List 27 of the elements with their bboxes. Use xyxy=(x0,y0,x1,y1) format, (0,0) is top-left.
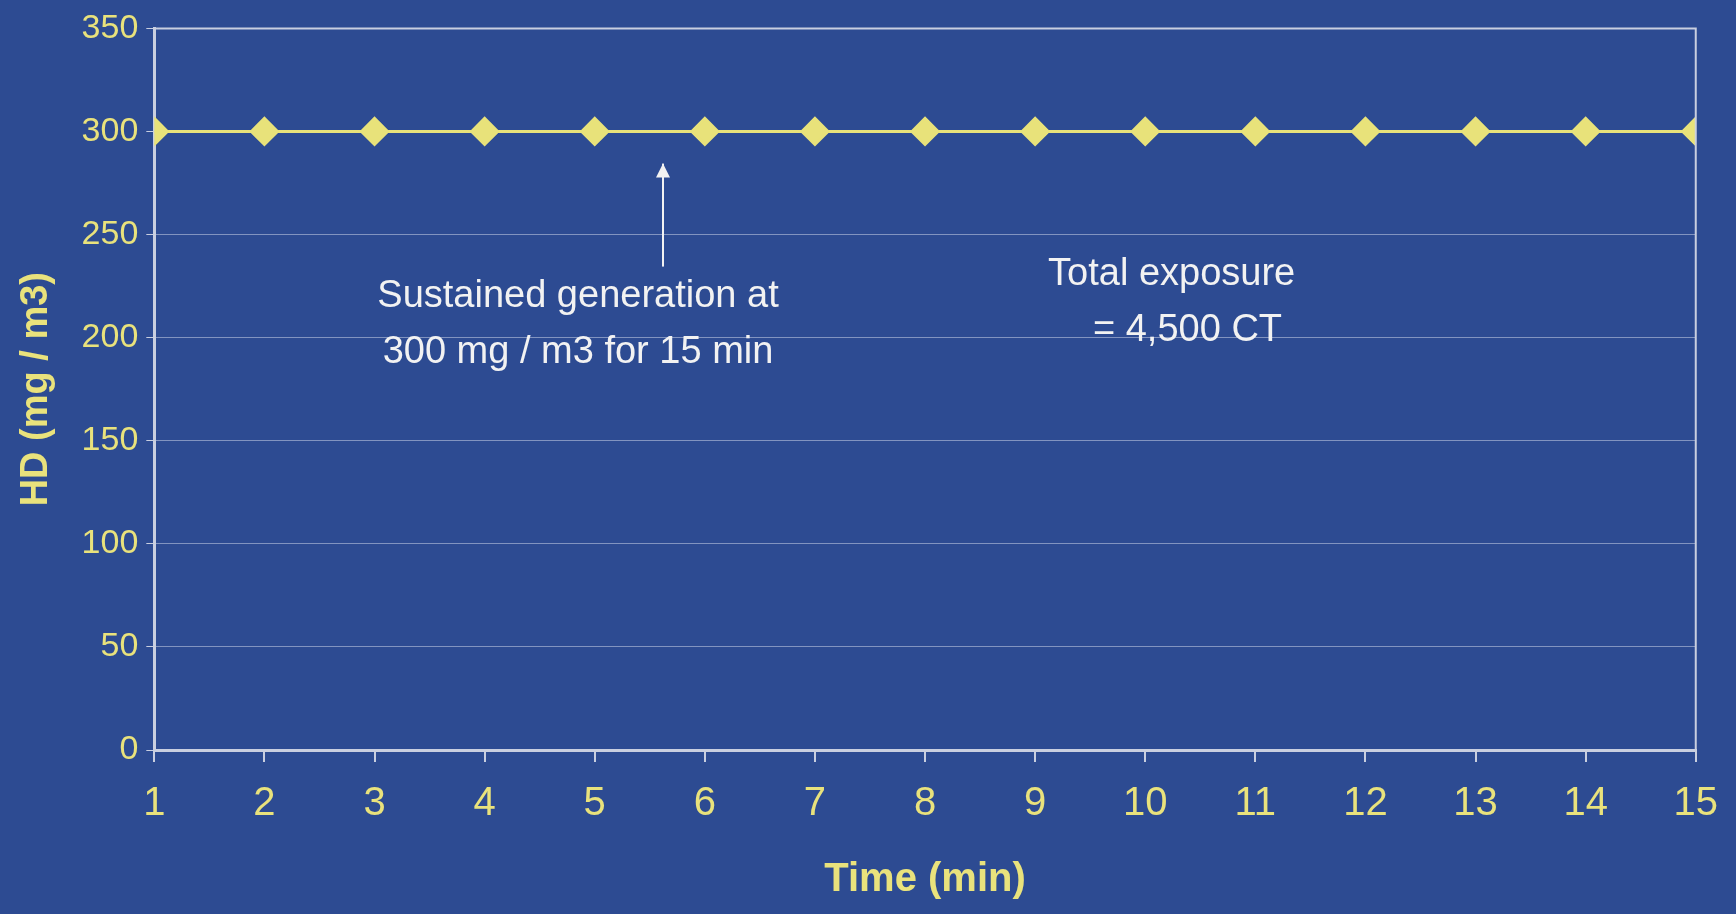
y-tick-label: 300 xyxy=(81,109,139,148)
annotation: Total exposure = 4,500 CT xyxy=(1048,251,1296,350)
x-tick-label: 4 xyxy=(473,779,496,824)
x-tick-label: 10 xyxy=(1122,779,1168,824)
x-tick-label: 11 xyxy=(1234,779,1277,824)
x-tick-label: 6 xyxy=(693,779,716,824)
y-tick-label: 100 xyxy=(81,522,139,561)
x-tick-label: 14 xyxy=(1563,779,1608,824)
x-tick-label: 1 xyxy=(143,779,166,824)
y-tick-label: 50 xyxy=(100,625,139,664)
x-tick-label: 8 xyxy=(913,779,937,824)
y-tick-label: 150 xyxy=(81,419,139,458)
x-axis-title: Time (min) xyxy=(824,855,1026,900)
y-tick-label: 250 xyxy=(81,212,139,251)
x-tick-label: 15 xyxy=(1673,779,1718,824)
x-tick-label: 5 xyxy=(583,779,606,824)
annotation: Sustained generation at 300 mg / m3 for 15 min xyxy=(377,273,780,372)
x-tick-label: 9 xyxy=(1024,779,1047,824)
y-axis-title: HD (mg / m3) xyxy=(13,272,56,507)
x-tick-label: 2 xyxy=(253,779,276,824)
x-tick-label: 13 xyxy=(1453,779,1498,824)
y-tick-label: 200 xyxy=(81,316,139,355)
y-tick-label: 350 xyxy=(81,6,139,45)
y-tick-label: 0 xyxy=(119,728,139,767)
x-tick-label: 7 xyxy=(803,779,827,824)
x-tick-label: 3 xyxy=(363,779,386,824)
x-tick-label: 12 xyxy=(1343,779,1388,824)
